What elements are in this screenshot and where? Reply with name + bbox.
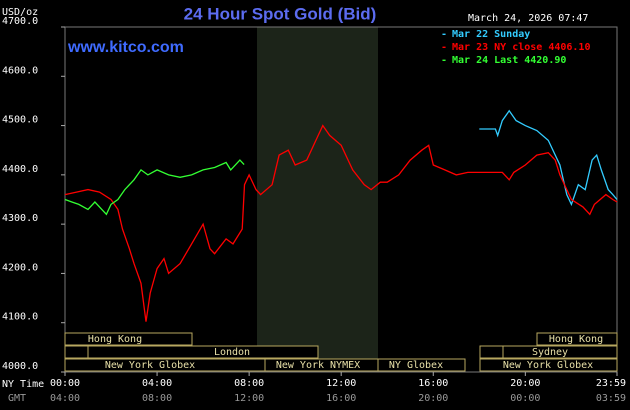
x-tick-label-gmt: 12:00 [234, 393, 264, 404]
session-label: London [214, 347, 250, 358]
x-tick-label: 16:00 [418, 378, 448, 389]
x-tick-label-gmt: 08:00 [142, 393, 172, 404]
session-label: Hong Kong [549, 334, 603, 345]
legend-swatch: - [441, 29, 447, 40]
nymex-session-shade [257, 27, 378, 372]
x-tick-label-gmt: 04:00 [50, 393, 80, 404]
session-box [87, 345, 319, 359]
y-tick-label: 4500.0 [2, 115, 38, 126]
session-box [502, 345, 618, 359]
session-box [479, 345, 504, 359]
session-box [64, 345, 89, 359]
legend-entry: Mar 23 NY close 4406.10 [452, 42, 590, 53]
x-tick-label-gmt: 00:00 [510, 393, 540, 404]
session-box [536, 332, 618, 346]
y-tick-label: 4600.0 [2, 65, 38, 76]
chart-title: 24 Hour Spot Gold (Bid) [184, 4, 377, 23]
market-sessions: Hong Kong London New York Globex New Yor… [64, 332, 618, 372]
price-line [479, 109, 618, 207]
session-box [377, 358, 466, 372]
y-unit: USD/oz [2, 7, 38, 18]
y-tick-label: 4000.0 [2, 361, 38, 372]
legend-entry: Mar 22 Sunday [452, 29, 530, 40]
session-box [479, 358, 618, 372]
x-label-ny: NY Time [2, 379, 44, 390]
y-tick-label: 4100.0 [2, 312, 38, 323]
legend-entry: Mar 24 Last 4420.90 [452, 55, 566, 66]
x-tick-label: 20:00 [510, 378, 540, 389]
y-tick-label: 4700.0 [2, 16, 38, 27]
x-tick-label-gmt: 16:00 [326, 393, 356, 404]
session-label: Hong Kong [88, 334, 142, 345]
y-tick-label: 4300.0 [2, 213, 38, 224]
y-tick-label: 4200.0 [2, 262, 38, 273]
y-tick-label: 4400.0 [2, 164, 38, 175]
price-line [64, 159, 245, 216]
x-tick-label: 04:00 [142, 378, 172, 389]
x-tick-label-gmt: 03:59 [596, 393, 626, 404]
session-label: New York Globex [503, 360, 593, 371]
session-label: New York Globex [105, 360, 195, 371]
x-tick-label-gmt: 20:00 [418, 393, 448, 404]
x-tick-label: 00:00 [50, 378, 80, 389]
legend-swatch: - [441, 55, 447, 66]
timestamp: March 24, 2026 07:47 [468, 13, 588, 24]
price-line [64, 124, 618, 322]
x-label-gmt: GMT [8, 393, 26, 404]
legend-swatch: - [441, 42, 447, 53]
x-tick-label: 12:00 [326, 378, 356, 389]
session-label: Sydney [532, 347, 568, 358]
session-box [64, 332, 193, 346]
session-label: New York NYMEX [276, 360, 360, 371]
x-tick-label: 23:59 [596, 378, 626, 389]
website: www.kitco.com [67, 39, 184, 56]
session-label: NY Globex [389, 360, 443, 371]
x-tick-label: 08:00 [234, 378, 264, 389]
